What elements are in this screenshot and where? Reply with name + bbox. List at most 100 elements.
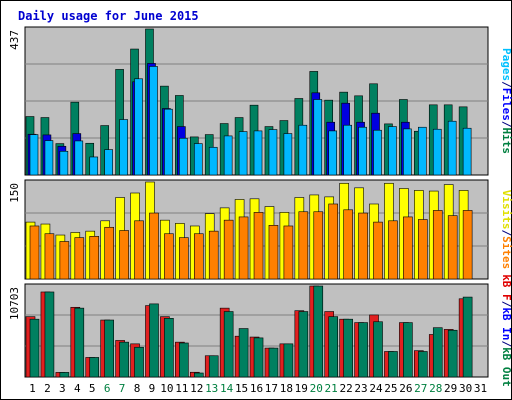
bar-pages [238,131,248,176]
bar-sites [208,230,219,280]
day-label: 23 [354,382,367,395]
series-kb-out [29,285,473,378]
bar-kb-out [164,318,174,378]
bar-pages [432,128,442,176]
day-label: 3 [59,382,66,395]
bar-pages [193,143,203,176]
day-label: 25 [384,382,397,395]
bar-pages [74,140,84,176]
panel-bottom: 10703 kB F/kB In/kB Out [8,274,512,387]
day-label: 15 [235,382,248,395]
bar-pages [403,128,412,176]
bar-sites [358,212,368,280]
series-sites [29,203,473,280]
day-label: 12 [190,382,203,395]
bar-pages [89,156,99,176]
bar-sites [44,233,55,280]
day-label: 13 [205,382,218,395]
bar-sites [268,225,279,280]
bar-kb-out [313,285,324,378]
bar-sites [29,225,40,280]
legend-entry: Sites [500,236,512,269]
bar-kb-out [104,319,114,378]
legend-entry: / [500,230,512,237]
bar-pages [343,124,352,176]
bar-pages [59,150,69,176]
legend-entry: / [500,340,512,347]
bar-sites [164,233,174,280]
bar-sites [193,233,204,280]
bar-sites [298,211,309,280]
bar-sites [149,212,159,280]
bar-sites [447,215,458,280]
bar-pages [283,133,293,176]
bar-kb-out [403,322,413,378]
chart-title: Daily usage for June 2015 [18,9,199,23]
day-label: 9 [149,382,156,395]
bar-kb-out [29,318,40,378]
day-label: 24 [369,382,383,395]
panel-max-label: 150 [8,183,21,203]
bar-sites [373,221,383,280]
day-label: 27 [414,382,427,395]
day-label: 21 [325,382,338,395]
bar-pages [388,126,397,176]
day-label: 31 [474,382,487,395]
day-label: 7 [119,382,126,395]
bar-kb-out [193,372,204,378]
bar-sites [388,220,398,280]
bar-pages [149,66,158,176]
day-label: 5 [89,382,96,395]
bar-kb-out [253,337,264,378]
day-label: 26 [399,382,412,395]
panel-max-label: 437 [8,30,21,50]
bar-kb-out [238,328,249,378]
bar-sites [313,211,324,280]
bar-pages [328,130,338,176]
bar-sites [134,220,144,280]
day-label: 29 [444,382,457,395]
legend-entry: Hits [500,128,512,155]
bar-kb-out [418,351,428,378]
bar-pages [223,135,233,176]
bar-pages [44,140,54,176]
bar-sites [283,225,294,280]
day-label: 20 [310,382,323,395]
day-axis-labels: 1 2 3 4 5 6 7 8 9 10 11 12 13 14 15 16 17 18 19 20 21 22 23 24 2… [29,382,487,395]
bar-sites [59,241,70,280]
legend-entry: Pages [500,48,512,81]
bar-kb-out [373,321,383,378]
bar-kb-out [119,341,129,378]
day-label: 8 [134,382,141,395]
bar-sites [179,237,189,280]
day-label: 17 [265,382,278,395]
bar-sites [403,216,413,280]
bar-pages [462,127,472,176]
legend-entry: / [500,121,512,128]
bar-pages [29,134,39,176]
bar-kb-out [223,311,234,378]
bar-kb-out [59,372,70,378]
bar-sites [462,210,473,280]
bar-pages [447,120,457,176]
bar-pages [268,129,278,176]
bar-kb-out [328,316,339,378]
bar-kb-out [149,303,159,378]
bar-kb-out [462,296,473,378]
day-label: 2 [44,382,51,395]
panel-max-label: 10703 [8,287,21,320]
legend-entry: kB Out [500,347,512,387]
bar-kb-out [134,346,144,378]
bar-pages [373,129,382,176]
bar-sites [432,210,443,280]
bar-sites [343,209,353,280]
bar-pages [313,99,323,176]
day-label: 22 [339,382,352,395]
bar-kb-out [268,347,279,378]
day-label: 10 [160,382,173,395]
day-label: 18 [280,382,293,395]
day-label: 11 [175,382,188,395]
